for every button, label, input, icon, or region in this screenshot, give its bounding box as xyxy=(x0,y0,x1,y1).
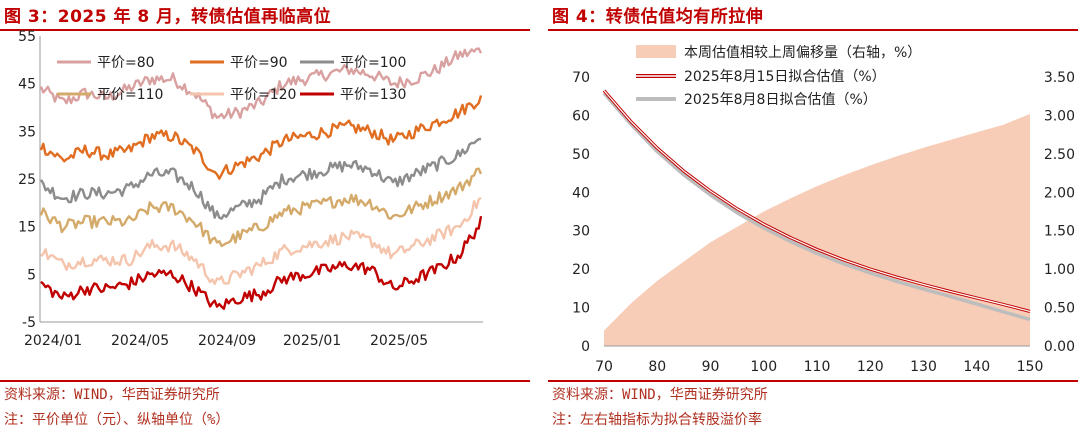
series-line-aug-08 xyxy=(602,91,1031,322)
source-divider xyxy=(548,380,1078,382)
left-y-tick-label: 10 xyxy=(572,301,590,317)
left-chart-panel: 图 3：2025 年 8 月，转债估值再临高位 -5 5 15 25 35 45 55 202… xyxy=(0,0,532,432)
legend-label: 平价=100 xyxy=(340,55,406,71)
right-y-tick-label: 0.50 xyxy=(1044,301,1075,317)
left-y-tick-label: 50 xyxy=(572,147,590,163)
x-tick-label: 2024/09 xyxy=(198,333,256,349)
series-line-aug-15-inner xyxy=(603,90,1031,312)
right-y-tick-label: 0.00 xyxy=(1044,339,1075,355)
offset-area xyxy=(604,113,1030,347)
x-tick-label: 80 xyxy=(648,359,666,375)
x-tick-label: 2025/01 xyxy=(283,333,341,349)
x-tick-label: 2025/05 xyxy=(370,333,428,349)
chart-title: 图 4：转债估值均有所拉伸 xyxy=(552,7,764,27)
valuation-curve-chart: 0 10 20 30 40 50 60 70 0.00 0.50 1.00 1.50 2.00 2.50 3… xyxy=(572,45,1075,375)
left-y-tick-label: 20 xyxy=(572,262,590,278)
chart-title: 图 3：2025 年 8 月，转债估值再临高位 xyxy=(4,7,332,27)
legend-label: 2025年8月15日拟合估值（%） xyxy=(684,69,886,85)
left-y-tick-label: 40 xyxy=(572,185,590,201)
legend-label: 2025年8月8日拟合估值（%） xyxy=(684,92,877,108)
source-divider xyxy=(0,380,530,382)
y-tick-label: 25 xyxy=(18,172,36,188)
right-y-tick-label: 1.50 xyxy=(1044,224,1075,240)
right-y-tick-label: 3.50 xyxy=(1044,70,1075,86)
source-note: 资料来源：WIND，华西证券研究所 xyxy=(552,387,768,403)
source-note: 资料来源：WIND，华西证券研究所 xyxy=(4,387,220,403)
right-y-tick-label: 3.00 xyxy=(1044,108,1075,124)
series-line-2 xyxy=(39,95,483,180)
x-tick-label: 90 xyxy=(702,359,720,375)
legend-label: 平价=130 xyxy=(340,87,406,103)
unit-note: 注：平价单位（元）、纵轴单位（%） xyxy=(4,412,230,428)
x-tick-label: 110 xyxy=(804,359,831,375)
x-tick-label: 70 xyxy=(595,359,613,375)
series-line-5 xyxy=(40,196,482,286)
x-tick-label: 2024/01 xyxy=(24,333,82,349)
valuation-history-chart: -5 5 15 25 35 45 55 2024/01 2024/05 2024/09 2025/0… xyxy=(18,29,483,349)
axis-note: 注：左右轴指标为拟合转股溢价率 xyxy=(552,412,762,428)
y-tick-label: -5 xyxy=(22,315,36,331)
left-y-tick-label: 60 xyxy=(572,108,590,124)
right-y-tick-label: 2.00 xyxy=(1044,185,1075,201)
legend-label: 平价=90 xyxy=(230,55,288,71)
y-tick-label: 45 xyxy=(18,77,36,93)
legend-label: 平价=120 xyxy=(230,87,296,103)
legend-label: 平价=80 xyxy=(97,55,155,71)
left-y-tick-label: 70 xyxy=(572,70,590,86)
right-y-tick-label: 1.00 xyxy=(1044,262,1075,278)
series-line-1 xyxy=(39,47,483,120)
left-y-tick-label: 0 xyxy=(581,339,590,355)
series-line-6 xyxy=(40,215,483,310)
legend-swatch-area xyxy=(636,45,676,58)
title-divider xyxy=(548,29,1078,31)
y-tick-label: 5 xyxy=(27,267,36,283)
series-line-3 xyxy=(39,137,482,220)
right-y-tick-label: 2.50 xyxy=(1044,147,1075,163)
x-tick-label: 140 xyxy=(963,359,990,375)
x-tick-label: 100 xyxy=(750,359,777,375)
x-tick-label: 2024/05 xyxy=(111,333,169,349)
legend-label: 本周估值相较上周偏移量（右轴，%） xyxy=(684,45,921,61)
x-tick-label: 130 xyxy=(910,359,937,375)
legend-label: 平价=110 xyxy=(97,87,163,103)
left-y-tick-label: 30 xyxy=(572,224,590,240)
right-chart-panel: 图 4：转债估值均有所拉伸 0 10 20 30 40 50 60 70 0.00 0.50 1.0… xyxy=(548,0,1080,432)
series-line-4 xyxy=(39,167,483,248)
y-tick-label: 15 xyxy=(18,220,36,236)
x-tick-label: 120 xyxy=(857,359,884,375)
y-tick-label: 55 xyxy=(18,29,36,45)
title-divider xyxy=(0,29,530,31)
y-tick-label: 35 xyxy=(18,124,36,140)
x-tick-label: 150 xyxy=(1017,359,1044,375)
